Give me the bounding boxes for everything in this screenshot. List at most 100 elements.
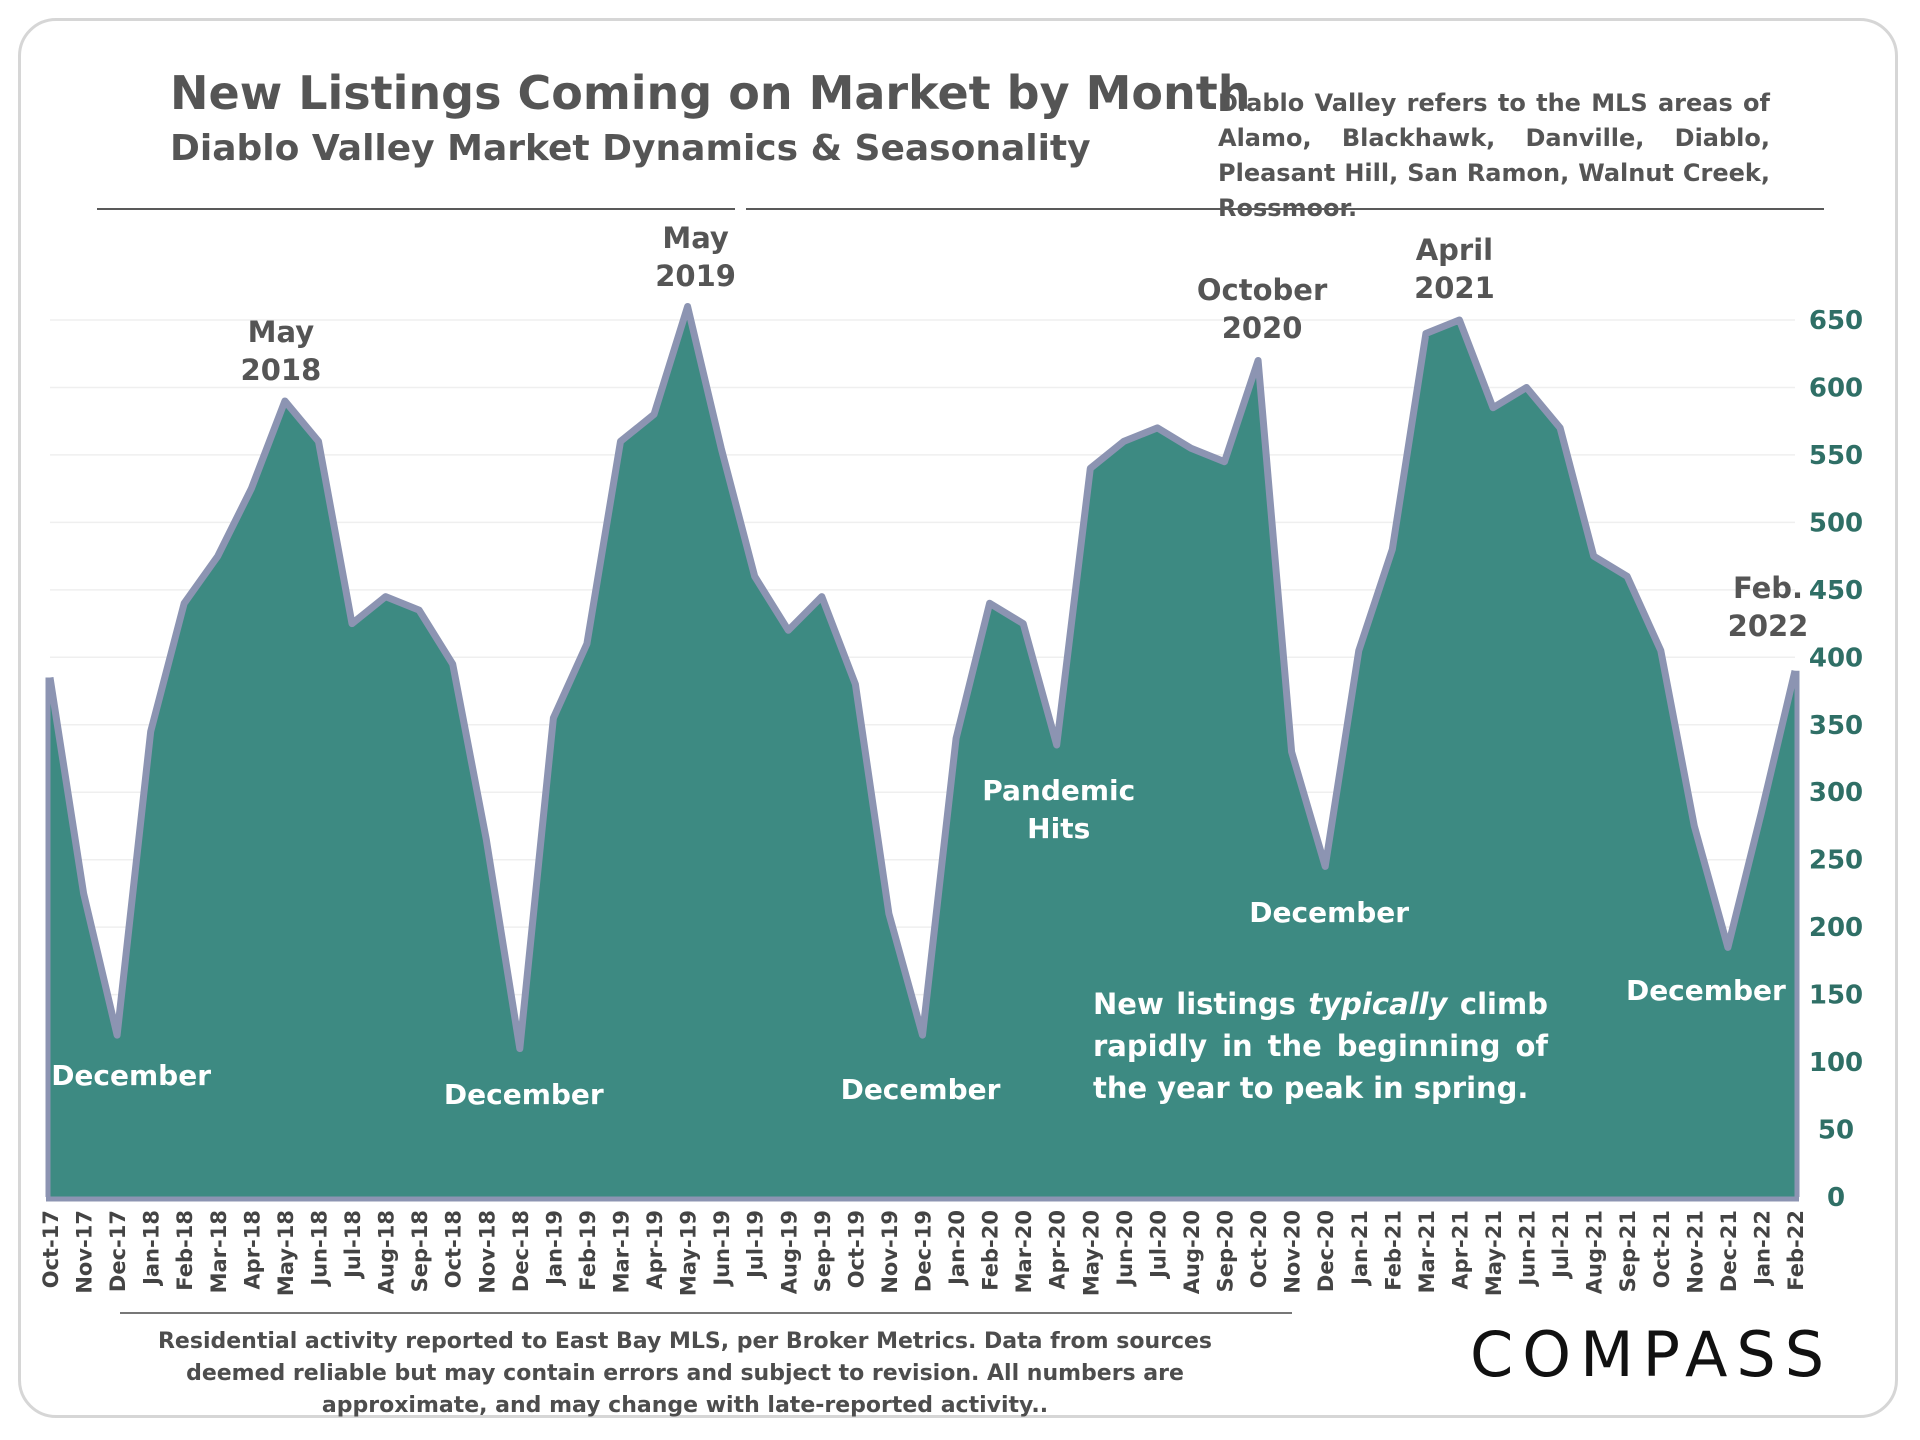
x-tick-label: Jul-21	[1549, 1210, 1573, 1280]
annotation-line: Pandemic	[982, 774, 1135, 807]
compass-logo: COMPASS	[1470, 1318, 1834, 1391]
x-tick-label: Sep-21	[1616, 1210, 1640, 1292]
annotation-label: May 2018	[241, 315, 322, 387]
x-tick-label: Aug-18	[375, 1210, 399, 1294]
annotation-line: October	[1197, 273, 1328, 307]
x-tick-label: Feb-19	[576, 1210, 600, 1291]
y-tick-label: 450	[1809, 576, 1863, 606]
x-tick-label: Jul-19	[744, 1210, 768, 1280]
x-tick-label: Jan-20	[945, 1210, 969, 1287]
annotation-label: December	[1626, 974, 1786, 1007]
x-tick-label: Dec-20	[1314, 1210, 1338, 1292]
x-tick-label: Jan-18	[140, 1210, 164, 1287]
x-tick-label: Apr-18	[240, 1210, 264, 1290]
x-tick-label: Sep-20	[1214, 1210, 1238, 1292]
annotation-line: December	[444, 1078, 604, 1111]
y-tick-label: 50	[1818, 1116, 1854, 1146]
annotation-line: 2020	[1222, 311, 1303, 345]
x-tick-label: Nov-18	[475, 1210, 499, 1294]
x-tick-label: Jul-20	[1146, 1210, 1170, 1280]
annotation-line: April	[1416, 233, 1493, 267]
x-tick-label: Mar-19	[609, 1210, 633, 1293]
x-tick-label: May-19	[677, 1210, 701, 1296]
y-tick-label: 250	[1809, 846, 1863, 876]
x-tick-label: Apr-19	[643, 1210, 667, 1290]
x-tick-label: Feb-22	[1784, 1210, 1808, 1291]
x-tick-label: Jul-18	[341, 1210, 365, 1280]
x-tick-label: Nov-17	[73, 1210, 97, 1294]
seasonality-callout: New listings typically climb rapidly in …	[1093, 983, 1548, 1109]
x-tick-label: Aug-19	[777, 1210, 801, 1294]
x-tick-label: Feb-18	[173, 1210, 197, 1291]
x-tick-label: Apr-20	[1046, 1210, 1070, 1290]
listings-series-line	[46, 303, 1799, 1053]
annotation-line: May	[248, 315, 315, 349]
y-tick-label: 200	[1809, 913, 1863, 943]
annotation-line: May	[662, 221, 729, 255]
y-tick-label: 500	[1809, 508, 1863, 538]
x-tick-label: Jun-20	[1113, 1210, 1137, 1288]
x-tick-label: Dec-19	[912, 1210, 936, 1292]
annotation-line: 2018	[241, 353, 322, 387]
annotation-label: May 2019	[655, 221, 736, 293]
annotation-label: Feb. 2022	[1728, 571, 1809, 643]
title-rule-left	[97, 208, 735, 210]
y-tick-label: 350	[1809, 711, 1863, 741]
annotation-label: October 2020	[1197, 273, 1328, 345]
y-tick-label: 150	[1809, 981, 1863, 1011]
x-tick-label: Oct-21	[1650, 1210, 1674, 1288]
x-tick-label: Jan-22	[1750, 1210, 1774, 1287]
x-tick-label: Nov-21	[1683, 1210, 1707, 1294]
x-tick-label: Jan-19	[542, 1210, 566, 1287]
annotation-label: December	[841, 1073, 1001, 1106]
annotation-label: December	[1249, 896, 1409, 929]
chart-subtitle: Diablo Valley Market Dynamics & Seasonal…	[170, 128, 1091, 169]
annotation-label: Pandemic Hits	[982, 774, 1135, 845]
x-tick-label: May-21	[1482, 1210, 1506, 1296]
annotation-line: December	[51, 1059, 211, 1092]
x-tick-label: Jun-21	[1516, 1210, 1540, 1288]
x-tick-label: Dec-17	[106, 1210, 130, 1292]
annotation-label: December	[444, 1078, 604, 1111]
annotation-line: 2021	[1414, 271, 1495, 305]
title-rule-right	[746, 208, 1824, 210]
x-tick-label: Oct-20	[1247, 1210, 1271, 1288]
x-tick-label: Dec-18	[509, 1210, 533, 1292]
callout-before: New listings	[1093, 987, 1309, 1021]
x-tick-label: May-20	[1079, 1210, 1103, 1296]
y-tick-label: 650	[1809, 306, 1863, 336]
x-tick-label: Feb-20	[979, 1210, 1003, 1291]
annotation-line: December	[1626, 974, 1786, 1007]
annotation-line: 2019	[655, 259, 736, 293]
callout-after: climb rapidly in the beginning of the ye…	[1093, 987, 1548, 1105]
x-tick-label: Dec-21	[1717, 1210, 1741, 1292]
x-tick-label: Mar-20	[1012, 1210, 1036, 1293]
y-tick-label: 400	[1809, 643, 1863, 673]
x-tick-label: Oct-19	[844, 1210, 868, 1288]
x-tick-label: Sep-19	[811, 1210, 835, 1292]
y-tick-label: 600	[1809, 373, 1863, 403]
x-tick-label: Mar-21	[1415, 1210, 1439, 1293]
x-tick-label: Mar-18	[207, 1210, 231, 1293]
annotation-label: December	[51, 1059, 211, 1092]
listings-area-fill	[50, 306, 1795, 1197]
data-disclaimer: Residential activity reported to East Ba…	[157, 1329, 1213, 1418]
callout-emphasis: typically	[1308, 987, 1448, 1021]
y-tick-label: 300	[1809, 778, 1863, 808]
x-tick-label: Nov-20	[1281, 1210, 1305, 1294]
annotation-line: 2022	[1728, 609, 1809, 643]
x-tick-label: May-18	[274, 1210, 298, 1296]
x-tick-label: Nov-19	[878, 1210, 902, 1294]
footer-rule	[120, 1312, 1292, 1314]
x-tick-label: Jan-21	[1348, 1210, 1372, 1287]
chart-title: New Listings Coming on Market by Month	[170, 66, 1251, 120]
x-tick-label: Jun-19	[710, 1210, 734, 1288]
annotation-label: April 2021	[1414, 233, 1495, 305]
y-tick-label: 550	[1809, 441, 1863, 471]
x-tick-label: Sep-18	[408, 1210, 432, 1292]
x-tick-label: Aug-21	[1583, 1210, 1607, 1294]
x-tick-label: Apr-21	[1448, 1210, 1472, 1290]
y-tick-label: 0	[1827, 1183, 1845, 1213]
annotation-line: Hits	[1027, 812, 1090, 845]
